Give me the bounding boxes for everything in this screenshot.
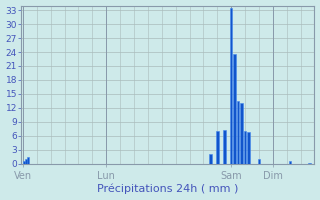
Bar xyxy=(223,130,226,164)
Bar xyxy=(209,154,212,164)
Bar xyxy=(25,159,28,164)
Bar xyxy=(247,132,250,164)
Bar xyxy=(23,161,26,164)
Bar xyxy=(258,159,260,164)
Bar xyxy=(244,131,246,164)
X-axis label: Précipitations 24h ( mm ): Précipitations 24h ( mm ) xyxy=(97,184,238,194)
Bar xyxy=(233,54,236,164)
Bar xyxy=(308,163,310,164)
Bar xyxy=(216,131,219,164)
Bar xyxy=(289,161,292,164)
Bar xyxy=(27,157,29,164)
Bar xyxy=(240,103,243,164)
Bar xyxy=(237,101,239,164)
Bar xyxy=(230,8,232,164)
